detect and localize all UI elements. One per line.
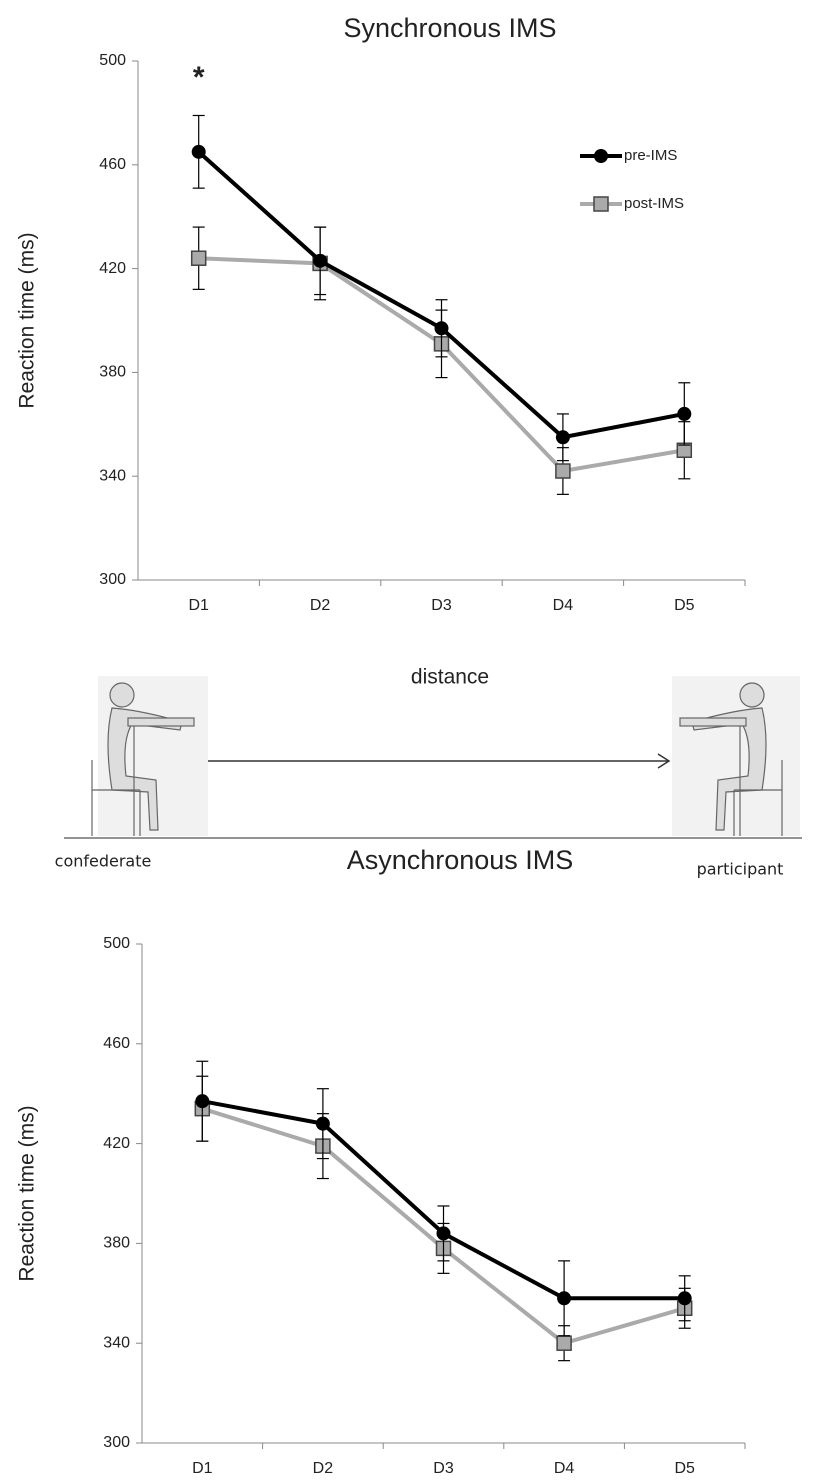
x-tick-label: D4 (553, 597, 574, 614)
marker (192, 145, 206, 159)
y-axis-label: Reaction time (ms) (16, 232, 39, 408)
marker (313, 254, 327, 268)
legend-label: post-IMS (624, 195, 684, 212)
y-tick-label: 340 (99, 467, 126, 484)
legend-marker (594, 149, 608, 163)
x-tick-label: D5 (674, 1460, 695, 1477)
confederate-label: confederate (55, 852, 152, 871)
y-tick-label: 300 (99, 571, 126, 588)
marker (195, 1094, 209, 1108)
y-tick-label: 500 (103, 935, 130, 952)
y-tick-label: 420 (103, 1135, 130, 1152)
y-tick-label: 300 (103, 1434, 130, 1451)
x-tick-label: D4 (554, 1460, 575, 1477)
x-tick-label: D2 (310, 597, 331, 614)
figure-bg (672, 676, 800, 836)
legend-label: pre-IMS (624, 147, 677, 164)
marker (556, 464, 570, 478)
x-tick-label: D1 (188, 597, 209, 614)
marker (192, 251, 206, 265)
annotation: * (193, 61, 205, 94)
y-tick-label: 340 (103, 1334, 130, 1351)
x-tick-label: D3 (431, 597, 452, 614)
y-tick-label: 500 (99, 52, 126, 69)
marker (437, 1226, 451, 1240)
chart-title: Synchronous IMS (343, 13, 556, 43)
y-tick-label: 380 (103, 1235, 130, 1252)
marker (557, 1336, 571, 1350)
x-tick-label: D5 (674, 597, 695, 614)
y-axis-label: Reaction time (ms) (16, 1105, 39, 1281)
marker (677, 407, 691, 421)
marker (435, 321, 449, 335)
y-tick-label: 380 (99, 364, 126, 381)
marker (316, 1117, 330, 1131)
series-line (199, 152, 685, 437)
chart-title: Asynchronous IMS (347, 845, 574, 875)
y-tick-label: 460 (99, 156, 126, 173)
marker (556, 430, 570, 444)
x-tick-label: D1 (192, 1460, 213, 1477)
y-tick-label: 460 (103, 1035, 130, 1052)
legend-marker (594, 197, 608, 211)
marker (557, 1291, 571, 1305)
y-tick-label: 420 (99, 260, 126, 277)
marker (678, 1291, 692, 1305)
participant-label: participant (697, 860, 784, 879)
x-tick-label: D3 (433, 1460, 454, 1477)
distance-label: distance (411, 666, 489, 689)
x-tick-label: D2 (313, 1460, 334, 1477)
figure: distance confederate participant Synchro… (0, 0, 822, 1482)
